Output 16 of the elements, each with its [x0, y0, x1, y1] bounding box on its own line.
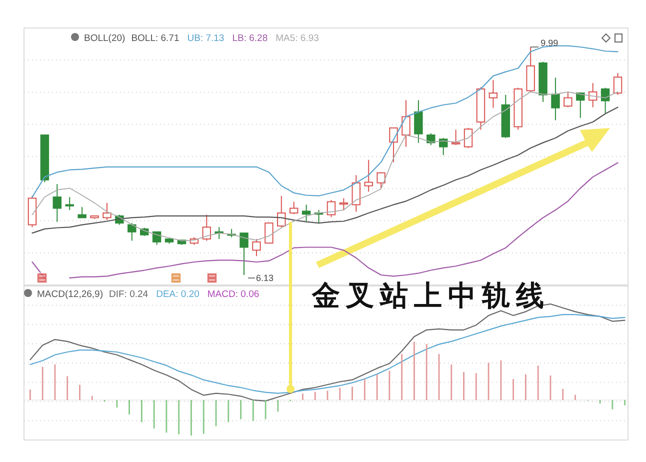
annotation: 6.13: [256, 273, 274, 283]
text: DIF: 0.24: [109, 289, 148, 300]
text: LB: 6.28: [232, 33, 268, 44]
candlestick: [551, 77, 560, 121]
annotation: 金叉站上中轨线: [311, 280, 550, 311]
candlestick: [402, 100, 410, 148]
annotation: 9.99: [540, 38, 558, 48]
text: MACD: 0.06: [207, 289, 260, 300]
legend-title: MACD(12,26,9): [37, 289, 103, 300]
text: MA5: 6.93: [276, 33, 319, 44]
candlestick: [52, 184, 62, 222]
candlestick: [488, 80, 498, 108]
text: UB: 7.13: [187, 33, 224, 44]
text: BOLL: 6.71: [131, 33, 180, 44]
legend-title: BOLL(20): [84, 33, 126, 44]
text: DEA: 0.20: [156, 289, 200, 300]
